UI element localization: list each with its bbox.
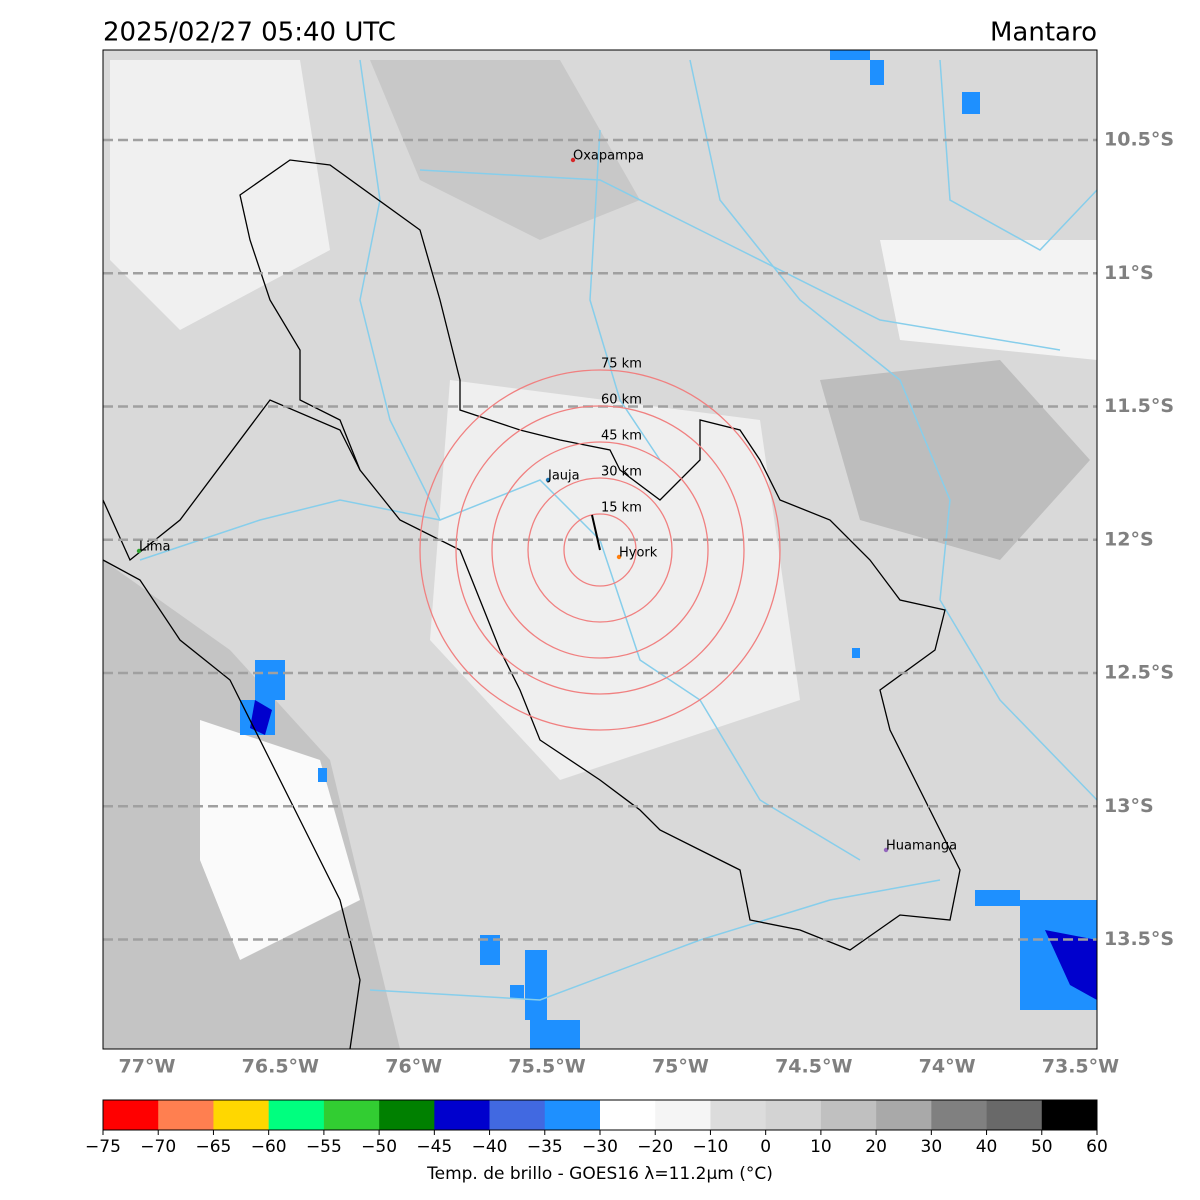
colorbar-segment bbox=[213, 1100, 269, 1130]
lon-label: 75°W bbox=[652, 1056, 709, 1078]
colorbar-tick-label: −55 bbox=[306, 1137, 342, 1157]
ring-label: 30 km bbox=[601, 465, 642, 480]
colorbar-tick-label: −65 bbox=[195, 1137, 231, 1157]
ring-label: 75 km bbox=[601, 357, 642, 372]
light bbox=[430, 380, 800, 780]
colorbar-tick-label: −20 bbox=[637, 1137, 673, 1157]
colorbar-segment bbox=[600, 1100, 656, 1130]
colorbar-segment bbox=[931, 1100, 987, 1130]
colorbar-label: Temp. de brillo - GOES16 λ=11.2μm (°C) bbox=[426, 1164, 773, 1184]
place-dot bbox=[136, 548, 142, 554]
range-ring bbox=[527, 477, 673, 623]
colorbar-tick-label: −45 bbox=[416, 1137, 452, 1157]
place-label: Jauja bbox=[547, 469, 580, 484]
range-ring bbox=[455, 405, 745, 695]
lat-label: 11°S bbox=[1104, 262, 1154, 284]
rivers bbox=[139, 59, 1098, 1001]
colorbar-tick-label: 50 bbox=[1031, 1137, 1053, 1157]
ring-label: 60 km bbox=[601, 393, 642, 408]
colorbar-tick-label: −70 bbox=[140, 1137, 176, 1157]
lon-label: 76°W bbox=[385, 1056, 442, 1078]
lat-label: 11.5°S bbox=[1104, 395, 1174, 417]
colorbar-tick-label: 20 bbox=[865, 1137, 887, 1157]
colorbar-segment bbox=[1041, 1100, 1098, 1130]
colorbar-segment bbox=[323, 1100, 380, 1130]
colorbar-tick-label: 10 bbox=[810, 1137, 832, 1157]
colorbar: −75 −70 −65 −60 −55 −50 −45 −40 −35 −30 −20 −10 0 10 2… bbox=[85, 1099, 1108, 1157]
colorbar-segment bbox=[765, 1100, 822, 1130]
region: Mantaro bbox=[990, 18, 1097, 48]
basin-border bbox=[102, 159, 961, 1050]
lat-label: 13.5°S bbox=[1104, 928, 1174, 950]
ring-label: 15 km bbox=[601, 501, 642, 516]
colorbar-segment bbox=[655, 1100, 711, 1130]
lat-label: 12.5°S bbox=[1104, 662, 1174, 684]
lon-label: 75.5°W bbox=[508, 1056, 585, 1078]
place-label: Huamanga bbox=[886, 839, 957, 854]
colorbar-tick-label: −35 bbox=[527, 1137, 563, 1157]
colorbar-segment bbox=[544, 1100, 601, 1130]
colorbar-segment bbox=[434, 1100, 490, 1130]
colder-clouds bbox=[250, 700, 272, 735]
colorbar-segment bbox=[379, 1100, 435, 1130]
place-label: Lima bbox=[139, 540, 170, 555]
place-dot bbox=[570, 157, 576, 163]
lat-label: 10.5°S bbox=[1104, 129, 1174, 151]
colorbar-segment bbox=[710, 1100, 766, 1130]
colorbar-segment bbox=[489, 1100, 546, 1130]
colorbar-tick-label: 60 bbox=[1086, 1137, 1108, 1157]
colorbar-tick-label: 40 bbox=[976, 1137, 998, 1157]
range-ring bbox=[491, 441, 709, 659]
light bbox=[110, 60, 330, 330]
colorbar-segment bbox=[158, 1100, 214, 1130]
lat-label: 13°S bbox=[1104, 795, 1154, 817]
range-ring bbox=[419, 369, 781, 731]
colorbar-tick-label: −75 bbox=[85, 1137, 121, 1157]
light bbox=[880, 240, 1097, 360]
place-dot bbox=[545, 477, 551, 483]
place-dot bbox=[883, 847, 889, 853]
colorbar-segment bbox=[986, 1100, 1043, 1130]
colorbar-tick-label: 30 bbox=[921, 1137, 943, 1157]
places: Oxapampa Jauja Lima Hyork Huamanga bbox=[136, 149, 957, 854]
colorbar-tick-label: −10 bbox=[692, 1137, 728, 1157]
colorbar-tick-label: −50 bbox=[361, 1137, 397, 1157]
axes: 10.5°S 11°S 11.5°S 12°S 12.5°S 13°S 13.5°S 77°W… bbox=[119, 129, 1175, 1078]
lat-grid bbox=[103, 138, 1097, 941]
shade bbox=[370, 60, 640, 240]
colorbar-tick-label: −30 bbox=[582, 1137, 618, 1157]
place-label: Hyork bbox=[619, 546, 658, 561]
range-ring bbox=[563, 513, 637, 587]
colorbar-tick-label: −40 bbox=[472, 1137, 508, 1157]
place-label: Oxapampa bbox=[573, 149, 644, 164]
colorbar-segment bbox=[820, 1100, 877, 1130]
colder-clouds bbox=[1045, 930, 1097, 1000]
ring-label: 45 km bbox=[601, 429, 642, 444]
lon-label: 73.5°W bbox=[1042, 1056, 1119, 1078]
colorbar-segment bbox=[876, 1100, 932, 1130]
map: 15 km 30 km 45 km 60 km 75 km bbox=[102, 49, 1098, 1050]
shade bbox=[820, 360, 1090, 560]
place-dot bbox=[616, 554, 622, 560]
title: 2025/02/27 05:40 UTC bbox=[103, 18, 396, 48]
colorbar-tick-label: 0 bbox=[760, 1137, 771, 1157]
lat-label: 12°S bbox=[1104, 528, 1154, 550]
range-rings: 15 km 30 km 45 km 60 km 75 km bbox=[419, 357, 781, 731]
colorbar-segment bbox=[268, 1100, 325, 1130]
colorbar-segment bbox=[103, 1100, 159, 1130]
lon-label: 76.5°W bbox=[242, 1056, 319, 1078]
track bbox=[591, 514, 601, 551]
lon-label: 77°W bbox=[119, 1056, 176, 1078]
colorbar-tick-label: −60 bbox=[251, 1137, 287, 1157]
lon-label: 74.5°W bbox=[775, 1056, 852, 1078]
lon-label: 74°W bbox=[919, 1056, 976, 1078]
map-frame bbox=[102, 49, 1098, 1050]
